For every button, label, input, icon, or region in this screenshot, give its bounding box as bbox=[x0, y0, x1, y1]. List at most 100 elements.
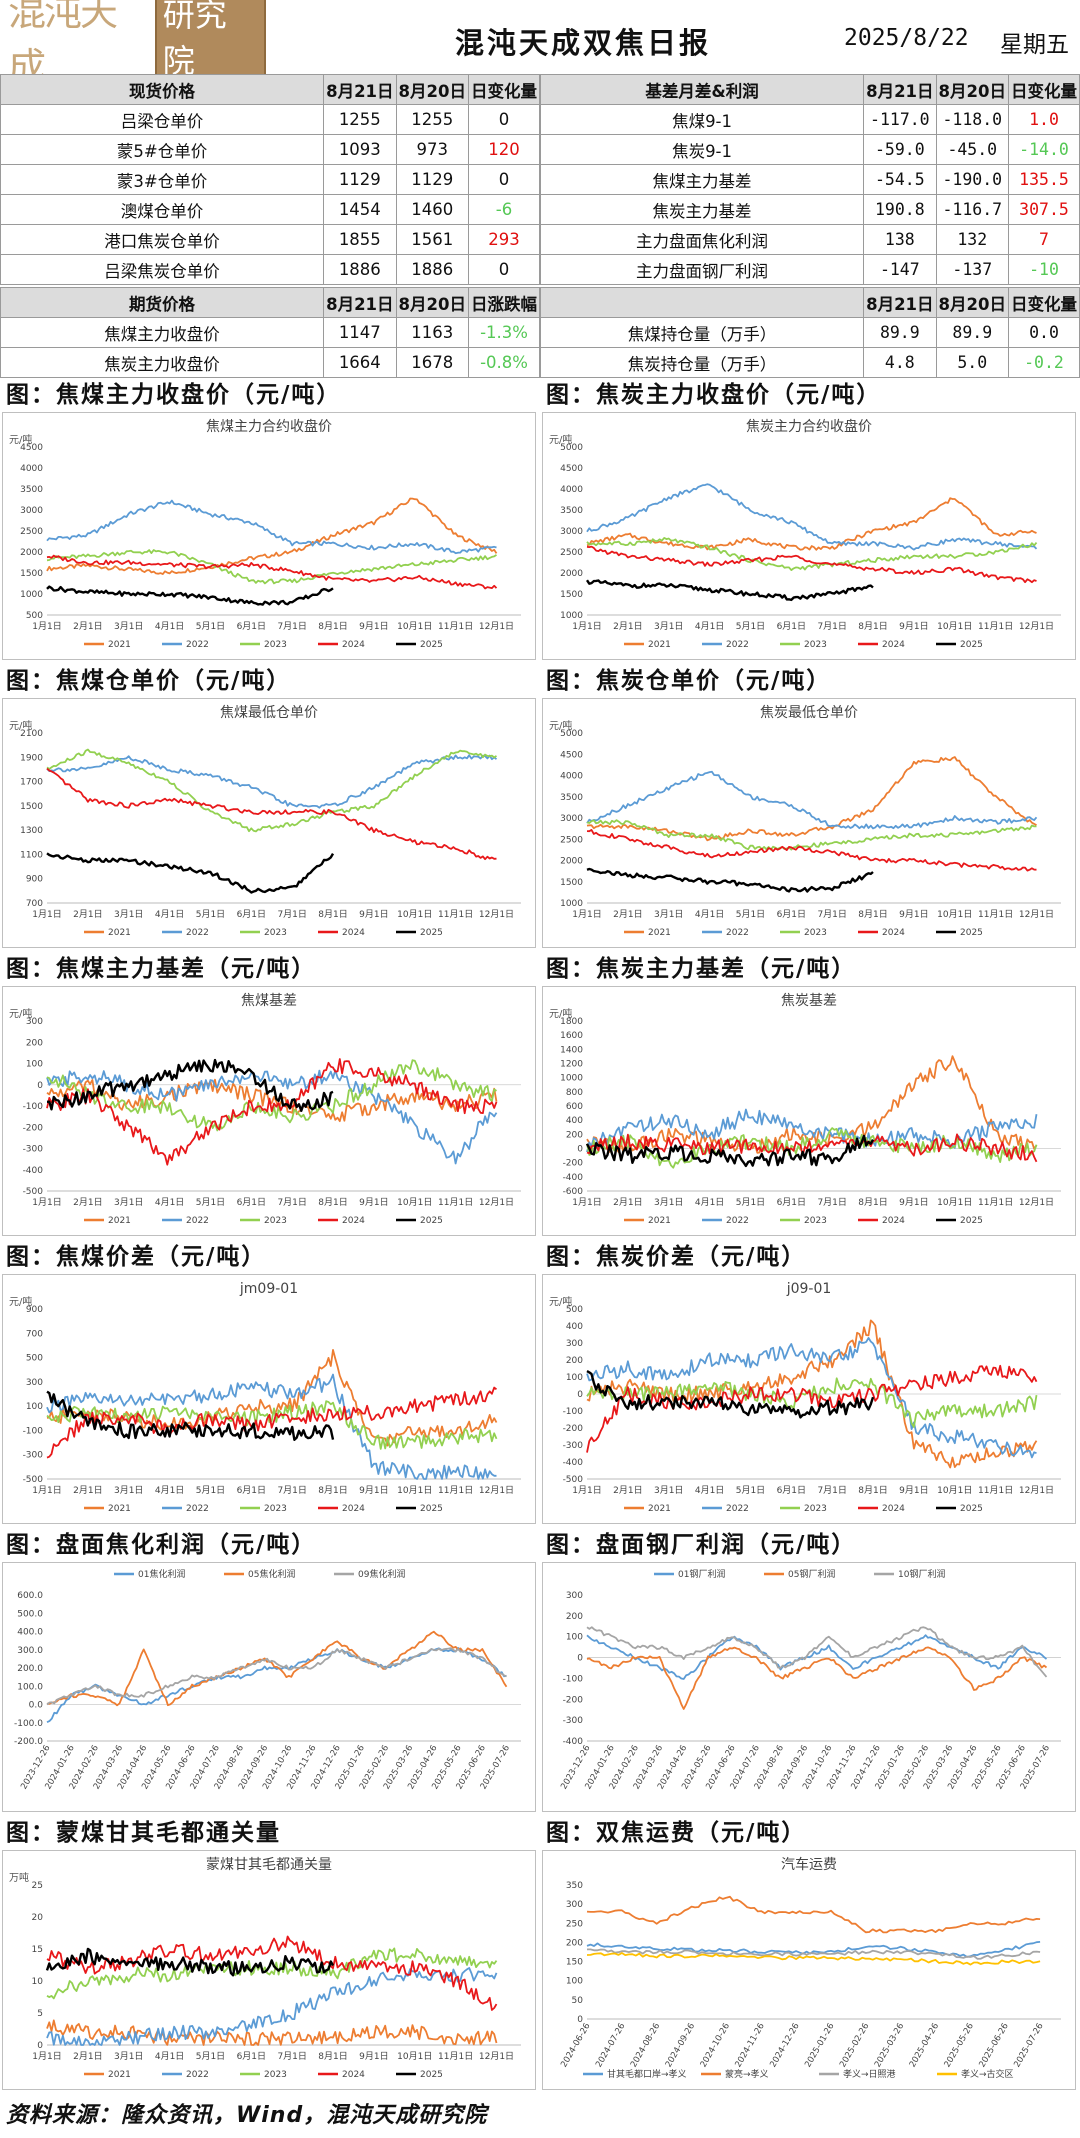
x-tick-label: 11月1日 bbox=[438, 2051, 473, 2062]
y-tick-label: 1200 bbox=[560, 1060, 583, 1070]
series-line bbox=[46, 1373, 497, 1480]
table-cell: 4.8 bbox=[863, 347, 937, 378]
table-cell: 1.0 bbox=[1008, 104, 1080, 135]
x-tick-label: 1月1日 bbox=[32, 1197, 61, 1208]
table-header-cell: 日变化量 bbox=[1008, 74, 1080, 105]
y-tick-label: 3000 bbox=[20, 506, 43, 516]
x-tick-label: 4月1日 bbox=[695, 621, 724, 632]
y-tick-label: -100 bbox=[23, 1102, 44, 1112]
x-tick-label: 5月1日 bbox=[196, 2051, 225, 2062]
legend-label: 孝义→古交区 bbox=[961, 2068, 1014, 2080]
series-line bbox=[46, 585, 334, 606]
legend-label: 2022 bbox=[726, 928, 749, 938]
table-cell: 蒙5#仓单价 bbox=[0, 134, 325, 165]
y-tick-label: 5000 bbox=[560, 729, 583, 739]
y-tick-label: 25 bbox=[32, 1881, 43, 1891]
x-tick-label: 2月1日 bbox=[73, 909, 102, 920]
x-tick-label: 10月1日 bbox=[937, 909, 972, 920]
chart-panel: 蒙煤甘其毛都通关量 万吨 0 5 10 15 20 25 1月1日 2月1日 3月1日 4月1日 5月1… bbox=[2, 1850, 536, 2090]
x-tick-label: 2025-04-26 bbox=[908, 2022, 941, 2070]
legend-label: 2024 bbox=[342, 928, 365, 938]
x-tick-label: 6月1日 bbox=[237, 909, 266, 920]
x-tick-label: 12月1日 bbox=[479, 1197, 514, 1208]
x-tick-label: 5月1日 bbox=[196, 621, 225, 632]
y-tick-label: 3500 bbox=[20, 485, 43, 495]
x-tick-label: 10月1日 bbox=[937, 621, 972, 632]
table-cell: 132 bbox=[935, 224, 1010, 255]
y-tick-label: -200 bbox=[23, 1123, 44, 1133]
x-tick-label: 11月1日 bbox=[438, 1197, 473, 1208]
x-tick-label: 2024-06-26 bbox=[559, 2022, 592, 2070]
y-tick-label: 2000 bbox=[560, 857, 583, 867]
y-axis-label: 元/吨 bbox=[549, 1007, 572, 1020]
y-tick-label: -500 bbox=[563, 1475, 584, 1485]
series-line bbox=[46, 554, 498, 590]
x-tick-label: 12月1日 bbox=[479, 2051, 514, 2062]
x-tick-label: 9月1日 bbox=[359, 2051, 388, 2062]
basis-profit-table: 基差月差&利润 8月21日 8月20日 日变化量 焦煤9-1 -117.0 -118.0 1.… bbox=[539, 74, 1080, 285]
section-title: 图：双焦运费（元/吨） bbox=[546, 1820, 807, 1846]
y-tick-label: 0 bbox=[577, 1654, 583, 1664]
series-line bbox=[46, 767, 497, 861]
table-row: 主力盘面钢厂利润 -147 -137 -10 bbox=[539, 254, 1080, 285]
x-tick-label: 6月1日 bbox=[777, 621, 806, 632]
table-cell: 焦炭主力收盘价 bbox=[0, 347, 325, 378]
x-tick-label: 9月1日 bbox=[359, 909, 388, 920]
y-tick-label: 4000 bbox=[20, 464, 43, 474]
y-tick-label: 4000 bbox=[560, 485, 583, 495]
y-tick-label: -400 bbox=[563, 1737, 584, 1747]
legend-label: 2023 bbox=[264, 2070, 287, 2080]
table-cell: 1460 bbox=[395, 194, 470, 225]
x-tick-label: 2025-07-26 bbox=[1012, 2022, 1045, 2070]
y-tick-label: 400.0 bbox=[17, 1628, 43, 1638]
table-cell: -14.0 bbox=[1008, 134, 1080, 165]
x-tick-label: 8月1日 bbox=[858, 621, 887, 632]
series-line bbox=[586, 770, 1038, 830]
y-tick-label: 0.0 bbox=[29, 1701, 44, 1711]
table-cell: 澳煤仓单价 bbox=[0, 194, 325, 225]
table-header-cell: 8月20日 bbox=[395, 74, 470, 105]
legend-label: 甘其毛都口岸→孝义 bbox=[607, 2068, 687, 2080]
chart-svg: jm09-01 元/吨 -500 -300 -100 100 300 500 700 900 1月1… bbox=[9, 1281, 521, 1514]
x-tick-label: 5月1日 bbox=[736, 621, 765, 632]
series-line bbox=[586, 537, 1038, 572]
y-tick-label: -400 bbox=[563, 1458, 584, 1468]
series-line bbox=[46, 1349, 498, 1447]
chart-title: 焦煤主力合约收盘价 bbox=[206, 418, 332, 435]
y-tick-label: 3500 bbox=[560, 793, 583, 803]
y-tick-label: -100.0 bbox=[14, 1719, 43, 1729]
y-tick-label: 1300 bbox=[20, 826, 43, 836]
chart-panel: 焦煤最低仓单价 元/吨 700 900 1100 1300 1500 1700 1900 2100… bbox=[2, 698, 536, 948]
x-tick-label: 5月1日 bbox=[196, 1197, 225, 1208]
x-tick-label: 8月1日 bbox=[318, 2051, 347, 2062]
y-tick-label: 200.0 bbox=[17, 1664, 43, 1674]
x-tick-label: 4月1日 bbox=[695, 1485, 724, 1496]
series-line bbox=[585, 579, 874, 602]
y-tick-label: 300.0 bbox=[17, 1646, 43, 1656]
table-cell: 1886 bbox=[323, 254, 397, 285]
y-tick-label: -600 bbox=[563, 1187, 584, 1197]
x-tick-label: 4月1日 bbox=[155, 909, 184, 920]
table-header-cell: 8月21日 bbox=[323, 287, 397, 318]
series-line bbox=[586, 828, 1037, 872]
y-tick-label: 250 bbox=[566, 1919, 583, 1929]
legend-label: 2025 bbox=[960, 928, 983, 938]
source-footer: 资料来源：隆众资讯，Wind，混沌天成研究院 bbox=[6, 2103, 488, 2128]
y-tick-label: 500 bbox=[566, 1305, 583, 1315]
table-header-cell: 8月21日 bbox=[863, 287, 937, 318]
section-title: 图：焦煤仓单价（元/吨） bbox=[6, 668, 292, 694]
x-tick-label: 10月1日 bbox=[397, 909, 432, 920]
report-header: 混沌天成 研究院 混沌天成双焦日报 2025/8/22 星期五 bbox=[0, 0, 1080, 89]
chart-svg: -400-300-200-10001002003002023-12-262024… bbox=[559, 1568, 1061, 1791]
legend-label: 2024 bbox=[882, 640, 905, 650]
section-title: 图：盘面钢厂利润（元/吨） bbox=[546, 1532, 857, 1558]
legend-label: 2023 bbox=[804, 640, 827, 650]
series-line bbox=[46, 754, 498, 809]
x-tick-label: 2月1日 bbox=[613, 909, 642, 920]
x-tick-label: 12月1日 bbox=[479, 1485, 514, 1496]
table-cell: 1255 bbox=[395, 104, 470, 135]
table-cell: -1.3% bbox=[468, 317, 540, 348]
x-tick-label: 7月1日 bbox=[817, 909, 846, 920]
y-tick-label: 100 bbox=[26, 1060, 43, 1070]
